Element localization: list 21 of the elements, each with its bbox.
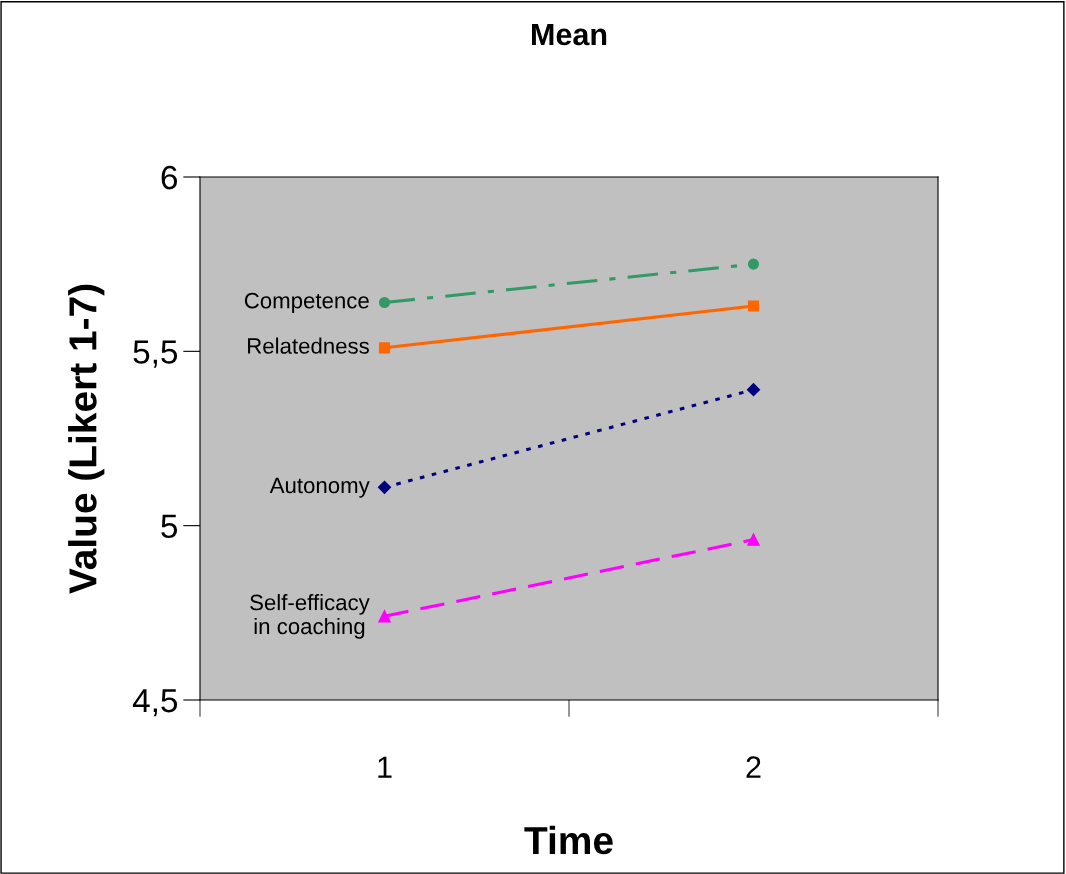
- series-label: Relatedness: [248, 337, 369, 354]
- point: [747, 300, 760, 312]
- y-tick-label: 4,5: [132, 689, 178, 717]
- point: [378, 296, 391, 309]
- x-axis-title: Time: [524, 825, 613, 855]
- point: [746, 383, 761, 397]
- x-tick-label: 1: [378, 756, 392, 778]
- x-tick-label: 2: [746, 756, 761, 778]
- series-label: Autonomy: [269, 477, 370, 498]
- point: [378, 610, 391, 623]
- point: [747, 258, 760, 270]
- y-axis-title: Value (Likert 1-7): [68, 284, 105, 594]
- series-label: Competence: [244, 292, 369, 313]
- y-tick-label: 6: [161, 165, 178, 190]
- y-tick-label: 5,5: [133, 340, 178, 368]
- chart-title: Mean: [531, 24, 607, 46]
- series-label: Self-efficacy in coaching: [250, 593, 370, 639]
- y-tick-label: 5: [161, 514, 178, 539]
- point: [377, 480, 392, 494]
- point: [378, 342, 391, 354]
- point: [747, 533, 760, 546]
